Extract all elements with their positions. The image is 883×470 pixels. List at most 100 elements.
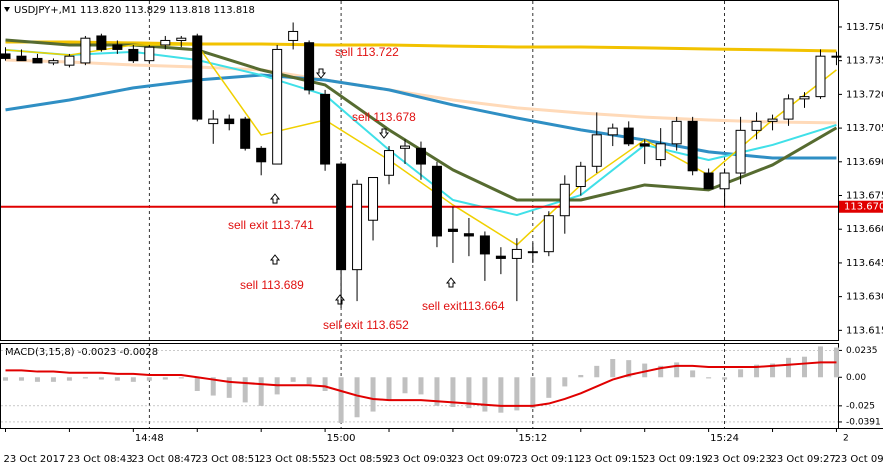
candle-body <box>224 118 235 125</box>
price-label-box <box>839 200 883 213</box>
macd-bar <box>594 365 600 378</box>
macd-bar <box>34 377 40 382</box>
x-tick-label: 23 Oct 08:55 <box>259 454 324 465</box>
macd-bar <box>306 377 312 385</box>
y-tick-label: 0.00 <box>846 373 866 383</box>
macd-bar <box>802 356 807 378</box>
y-tick-label: 113.720 <box>846 89 883 100</box>
candle-body <box>639 143 650 147</box>
candle-body <box>240 118 251 149</box>
x-tick-label: 23 Oct 09:03 <box>387 454 452 465</box>
moving-average <box>5 44 837 246</box>
macd-bar <box>418 377 424 395</box>
macd-bar <box>354 377 360 418</box>
x-tick-label: 23 Oct 09:07 <box>451 454 516 465</box>
macd-bar <box>338 377 344 423</box>
annotation: sell exit 113.741 <box>228 218 314 232</box>
macd-bar <box>242 377 248 403</box>
macd-bar <box>290 377 296 382</box>
macd-bar <box>386 377 392 401</box>
macd-bar <box>450 377 456 407</box>
candle-body <box>304 42 315 91</box>
candle-body <box>447 228 458 232</box>
chart-title: USDJPY+,M1 113.820 113.829 113.818 113.8… <box>14 5 255 16</box>
candle-body <box>687 120 698 172</box>
candle-body <box>799 96 810 100</box>
macd-bar <box>578 374 584 378</box>
macd-bar <box>114 377 120 381</box>
macd-bar <box>434 377 440 406</box>
macd-bar <box>722 377 728 380</box>
y-tick-label: 113.705 <box>846 123 883 134</box>
signal-arrow <box>315 68 327 79</box>
candle-body <box>336 163 347 271</box>
macd-bar <box>738 369 744 378</box>
candle-body <box>559 183 570 217</box>
macd-bar <box>786 357 792 378</box>
macd-bar <box>162 377 168 380</box>
macd-bar <box>530 377 536 409</box>
y-tick-label: 113.660 <box>846 224 883 235</box>
macd-bar <box>226 377 232 398</box>
x-tick-label: 23 Oct 09:23 <box>707 454 772 465</box>
candle-body <box>703 172 714 190</box>
moving-average <box>5 73 837 160</box>
signal-arrow <box>334 294 346 305</box>
signal-arrow <box>445 277 457 288</box>
x-tick-label: 23 Oct 08:59 <box>323 454 388 465</box>
candle-body <box>48 60 59 64</box>
macd-bar <box>50 377 56 382</box>
candle-body <box>719 172 730 190</box>
macd-bar <box>178 377 184 379</box>
candle-body <box>575 165 586 188</box>
upper-time-label: 15:00 <box>327 433 356 444</box>
macd-title: MACD(3,15,8) -0.0023 -0.0028 <box>5 347 158 358</box>
annotation: sell exit113.664 <box>422 299 505 313</box>
candle-body <box>16 55 27 62</box>
candle-body <box>479 235 490 255</box>
candle-body <box>543 215 554 253</box>
y-tick-label: 0.0235 <box>846 346 878 356</box>
x-tick-label: 23 Oct 09:3 <box>834 454 883 465</box>
y-tick-label: 113.645 <box>846 258 883 269</box>
macd-bar <box>754 364 760 378</box>
macd-bar <box>82 377 88 379</box>
candle-body <box>815 55 826 98</box>
candle-body <box>80 37 91 64</box>
price-label: 113.670 <box>844 202 883 213</box>
candle-body <box>655 143 666 161</box>
signal-arrow <box>378 128 390 139</box>
macd-bar <box>562 377 568 387</box>
x-tick-label: 23 Oct 09:19 <box>643 454 708 465</box>
candle-body <box>463 233 474 237</box>
candle-body <box>591 134 602 167</box>
macd-bar <box>498 377 504 413</box>
macd-bar <box>658 365 664 378</box>
candle-body <box>192 35 203 120</box>
y-tick-label: 113.615 <box>846 325 883 336</box>
candle-body <box>527 251 538 254</box>
macd-bar <box>642 363 648 378</box>
candle-body <box>767 118 778 122</box>
main-pane <box>0 0 839 341</box>
candle-body <box>368 177 379 221</box>
moving-average <box>5 58 837 125</box>
macd-bar <box>402 377 408 394</box>
candle-body <box>96 35 107 50</box>
macd-bar <box>98 377 104 380</box>
annotation: sell 113.689 <box>240 278 304 292</box>
candle-body <box>431 165 442 237</box>
candle-body <box>735 129 746 174</box>
y-tick-label: 113.675 <box>846 191 883 202</box>
candle-body <box>384 150 395 176</box>
signal-line <box>5 361 837 407</box>
candle-body <box>511 248 522 259</box>
y-tick-label: 113.630 <box>846 292 883 303</box>
candle-body <box>144 46 155 62</box>
candle-body <box>160 39 171 46</box>
x-tick-label: 23 Oct 09:27 <box>771 454 836 465</box>
axis-corner: 2 <box>843 434 849 444</box>
y-tick-label: 113.690 <box>846 157 883 168</box>
candle-body <box>128 48 139 62</box>
